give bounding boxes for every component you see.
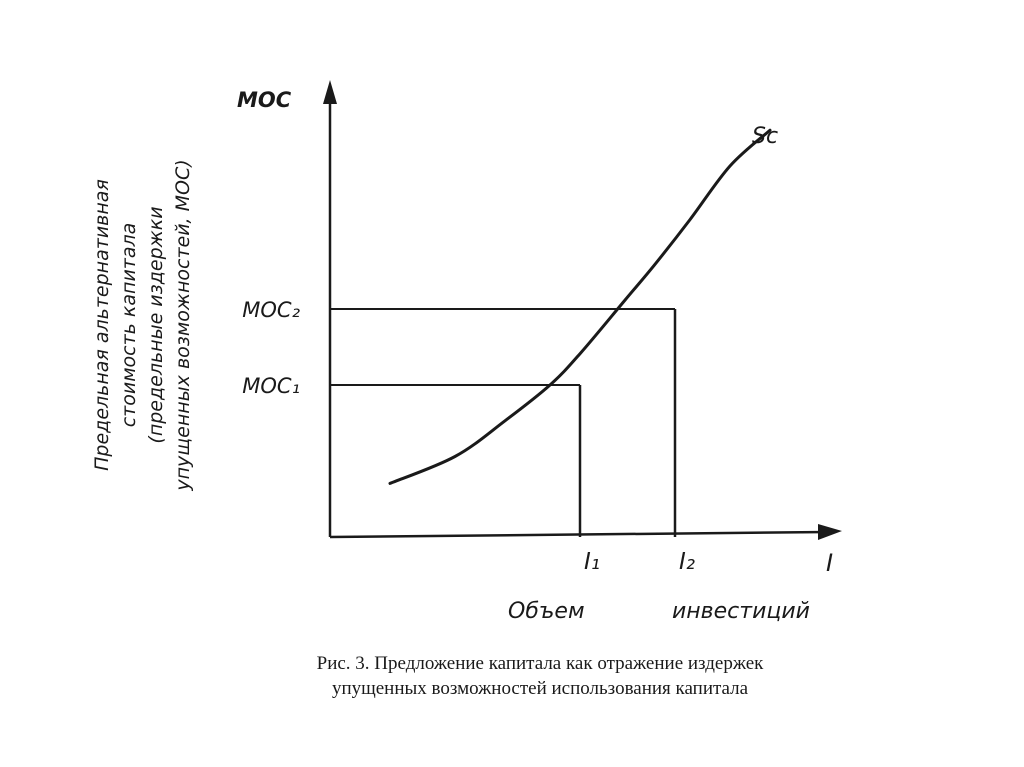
supply-curve-sc	[388, 128, 772, 485]
y-axis-label-line-2: стоимость капитала	[118, 223, 140, 428]
x-tick-label-i2: I₂	[679, 549, 695, 575]
y-axis-label: Предельная альтернативная стоимость капи…	[91, 159, 194, 491]
series-label-sc: Sc	[752, 124, 778, 149]
x-axis-label-word-1: Объем	[508, 599, 585, 624]
x-axis-symbol: I	[826, 549, 833, 577]
y-axis-arrow	[323, 80, 337, 104]
x-axis-arrow	[818, 524, 842, 540]
x-axis-label-word-2: инвестиций	[672, 599, 810, 624]
figure-caption-line-2: упущенных возможностей использования кап…	[331, 678, 749, 699]
y-tick-label-moc2: МОС₂	[242, 298, 300, 322]
y-axis-label-line-1: Предельная альтернативная	[91, 179, 113, 471]
y-axis-symbol: МОС	[237, 88, 292, 112]
x-tick-label-i1: I₁	[584, 549, 600, 575]
y-axis-label-line-3: (предельные издержки	[145, 206, 167, 443]
y-axis-label-line-4: упущенных возможностей, МОС)	[172, 159, 194, 491]
y-tick-label-moc1: МОС₁	[242, 374, 300, 398]
figure-caption-line-1: Рис. 3. Предложение капитала как отражен…	[316, 653, 764, 674]
